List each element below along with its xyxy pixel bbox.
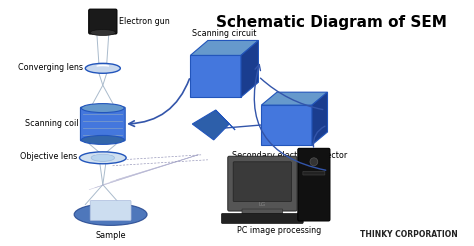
Ellipse shape [80,152,126,164]
Polygon shape [261,105,312,145]
Ellipse shape [82,136,124,144]
Text: Scanning coil: Scanning coil [25,120,79,128]
Text: Schematic Diagram of SEM: Schematic Diagram of SEM [216,15,447,30]
Polygon shape [191,55,241,97]
FancyBboxPatch shape [90,200,131,220]
Polygon shape [261,92,328,105]
Text: THINKY CORPORATION: THINKY CORPORATION [360,230,458,239]
Ellipse shape [91,154,115,161]
Text: Scanning circuit: Scanning circuit [192,30,256,38]
Text: Sample: Sample [95,231,126,240]
FancyBboxPatch shape [81,107,125,141]
Polygon shape [312,92,328,145]
Text: LG: LG [259,202,266,207]
FancyBboxPatch shape [233,162,292,201]
Text: Converging lens: Converging lens [18,63,83,72]
Text: PC image processing: PC image processing [237,226,321,235]
Ellipse shape [74,203,147,225]
FancyBboxPatch shape [298,148,330,221]
Polygon shape [192,110,229,140]
FancyBboxPatch shape [303,171,325,175]
Ellipse shape [90,30,116,35]
Ellipse shape [82,104,124,113]
Circle shape [310,158,318,166]
Text: Secondary electron detector: Secondary electron detector [232,151,347,160]
Ellipse shape [85,63,120,73]
Polygon shape [216,110,235,130]
Polygon shape [191,41,258,55]
FancyBboxPatch shape [242,209,283,215]
Text: Electron gun: Electron gun [119,17,170,26]
Text: Objective lens: Objective lens [20,152,78,161]
FancyBboxPatch shape [89,9,117,34]
FancyBboxPatch shape [228,156,297,211]
Polygon shape [241,41,258,97]
FancyBboxPatch shape [221,214,303,223]
